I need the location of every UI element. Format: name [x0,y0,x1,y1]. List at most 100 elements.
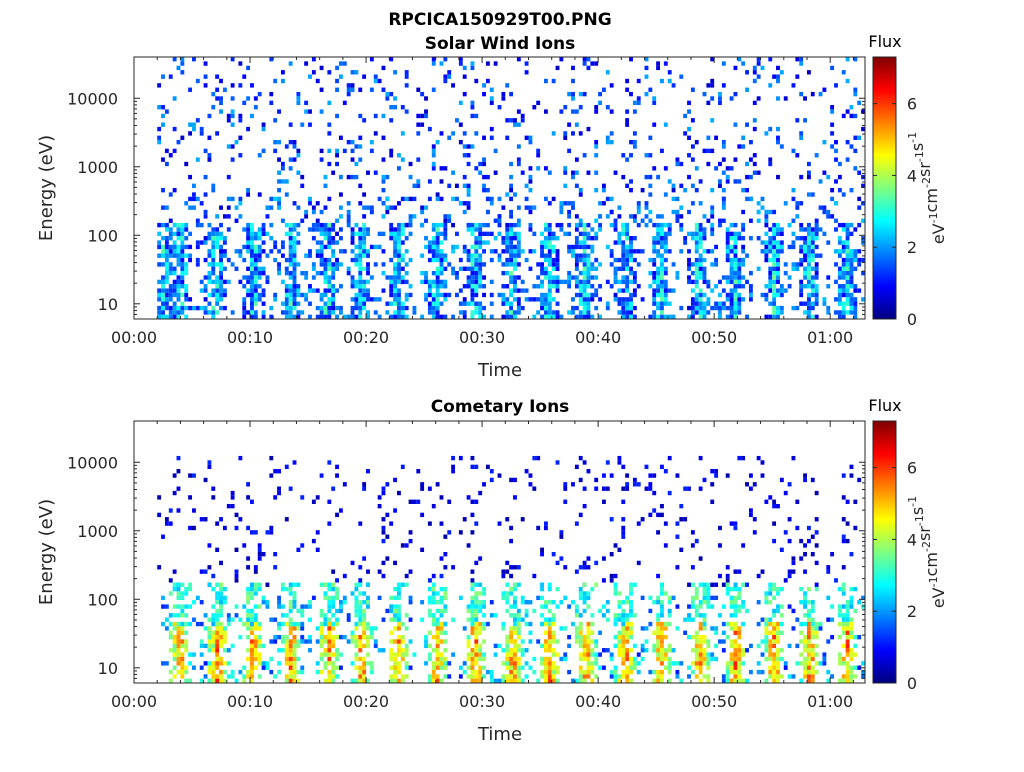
heatmap-cell [293,271,297,275]
heatmap-cell [664,123,668,127]
heatmap-cell [254,315,258,319]
heatmap-cell [741,258,745,262]
heatmap-cell [807,267,811,271]
heatmap-cell [501,596,505,600]
heatmap-cell [424,114,428,118]
heatmap-cell [161,254,165,258]
heatmap-cell [772,661,776,665]
heatmap-cell [397,670,401,674]
heatmap-cell [474,258,478,262]
heatmap-cell [637,661,641,665]
heatmap-cell [563,482,567,486]
heatmap-cell [451,456,455,460]
heatmap-cell [726,227,730,231]
heatmap-cell [606,600,610,604]
heatmap-cell [772,631,776,635]
heatmap-cell [575,569,579,573]
heatmap-cell [734,254,738,258]
heatmap-cell [470,293,474,297]
heatmap-cell [382,648,386,652]
heatmap-cell [393,302,397,306]
heatmap-cell [490,197,494,201]
heatmap-cell [594,109,598,113]
heatmap-cell [811,635,815,639]
heatmap-cell [772,652,776,656]
heatmap-cell [590,587,594,591]
heatmap-cell [857,223,861,227]
heatmap-cell [687,674,691,678]
heatmap-cell [169,271,173,275]
heatmap-cell [351,306,355,310]
heatmap-cell [169,153,173,157]
heatmap-cell [807,223,811,227]
heatmap-cell [389,521,393,525]
heatmap-cell [583,596,587,600]
heatmap-cell [745,583,749,587]
heatmap-cell [389,674,393,678]
heatmap-cell [324,302,328,306]
heatmap-cell [617,679,621,683]
heatmap-cell [258,587,262,591]
heatmap-cell [188,652,192,656]
heatmap-cell [714,473,718,477]
heatmap-cell [432,236,436,240]
heatmap-cell [432,227,436,231]
heatmap-cell [722,648,726,652]
heatmap-cell [204,175,208,179]
heatmap-cell [706,310,710,314]
heatmap-cell [204,149,208,153]
heatmap-cell [385,556,389,560]
heatmap-cell [467,639,471,643]
heatmap-cell [397,245,401,249]
heatmap-cell [629,271,633,275]
heatmap-cell [327,657,331,661]
heatmap-cell [246,240,250,244]
heatmap-cell [432,670,436,674]
heatmap-cell [432,674,436,678]
heatmap-cell [761,197,765,201]
heatmap-cell [664,543,668,547]
heatmap-cell [799,679,803,683]
heatmap-cell [227,214,231,218]
heatmap-cell [764,223,768,227]
heatmap-cell [161,262,165,266]
heatmap-cell [266,214,270,218]
heatmap-cell [625,79,629,83]
heatmap-cell [308,249,312,253]
heatmap-cell [184,666,188,670]
heatmap-cell [656,302,660,306]
heatmap-cell [436,232,440,236]
heatmap-cell [629,670,633,674]
heatmap-cell [354,254,358,258]
heatmap-cell [235,613,239,617]
heatmap-cell [838,275,842,279]
heatmap-cell [734,249,738,253]
heatmap-cell [706,604,710,608]
heatmap-cell [447,500,451,504]
heatmap-cell [498,105,502,109]
heatmap-cell [219,254,223,258]
heatmap-cell [517,109,521,113]
heatmap-cell [625,258,629,262]
heatmap-cell [451,565,455,569]
heatmap-cell [169,288,173,292]
heatmap-cell [505,302,509,306]
heatmap-cell [416,131,420,135]
heatmap-cell [672,184,676,188]
heatmap-cell [532,574,536,578]
heatmap-cell [180,245,184,249]
heatmap-cell [645,66,649,70]
heatmap-cell [668,644,672,648]
heatmap-cell [478,306,482,310]
heatmap-cell [714,284,718,288]
heatmap-cell [625,245,629,249]
heatmap-cell [792,245,796,249]
heatmap-cell [235,604,239,608]
heatmap-cell [842,288,846,292]
heatmap-cell [741,61,745,65]
heatmap-cell [474,262,478,266]
heatmap-cell [335,232,339,236]
heatmap-cell [293,635,297,639]
heatmap-cell [281,219,285,223]
heatmap-cell [699,232,703,236]
